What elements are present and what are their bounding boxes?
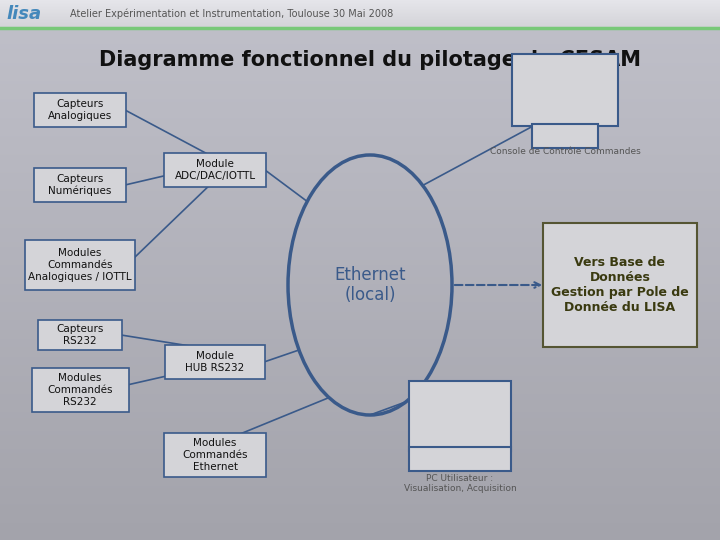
Text: Console de Contrôle Commandes: Console de Contrôle Commandes	[490, 147, 640, 156]
FancyBboxPatch shape	[38, 320, 122, 350]
Text: Atelier Expérimentation et Instrumentation, Toulouse 30 Mai 2008: Atelier Expérimentation et Instrumentati…	[70, 9, 393, 19]
Text: Diagramme fonctionnel du pilotage de CESAM: Diagramme fonctionnel du pilotage de CES…	[99, 50, 641, 70]
FancyBboxPatch shape	[34, 93, 126, 127]
FancyBboxPatch shape	[409, 447, 511, 471]
Text: Modules
Commandés
Ethernet: Modules Commandés Ethernet	[182, 438, 248, 471]
FancyBboxPatch shape	[164, 433, 266, 477]
Text: Capteurs
Numériques: Capteurs Numériques	[48, 174, 112, 196]
Text: lisa: lisa	[6, 5, 41, 23]
FancyBboxPatch shape	[543, 223, 697, 347]
FancyBboxPatch shape	[164, 153, 266, 187]
FancyBboxPatch shape	[25, 240, 135, 290]
Text: Vers Base de
Données
Gestion par Pole de
Donnée du LISA: Vers Base de Données Gestion par Pole de…	[551, 256, 689, 314]
Text: Ethernet
(local): Ethernet (local)	[334, 266, 406, 305]
FancyBboxPatch shape	[34, 168, 126, 202]
FancyBboxPatch shape	[512, 54, 618, 126]
FancyBboxPatch shape	[409, 381, 511, 451]
Text: Modules
Commandés
Analogiques / IOTTL: Modules Commandés Analogiques / IOTTL	[28, 248, 132, 281]
Text: PC Utilisateur :
Visualisation, Acquisition: PC Utilisateur : Visualisation, Acquisit…	[404, 474, 516, 494]
FancyBboxPatch shape	[532, 124, 598, 148]
Text: Capteurs
Analogiques: Capteurs Analogiques	[48, 99, 112, 121]
Text: Modules
Commandés
RS232: Modules Commandés RS232	[48, 373, 113, 407]
Text: Module
ADC/DAC/IOTTL: Module ADC/DAC/IOTTL	[174, 159, 256, 181]
FancyBboxPatch shape	[32, 368, 128, 412]
FancyBboxPatch shape	[165, 345, 265, 379]
Text: Capteurs
RS232: Capteurs RS232	[56, 324, 104, 346]
Text: Module
HUB RS232: Module HUB RS232	[185, 351, 245, 373]
